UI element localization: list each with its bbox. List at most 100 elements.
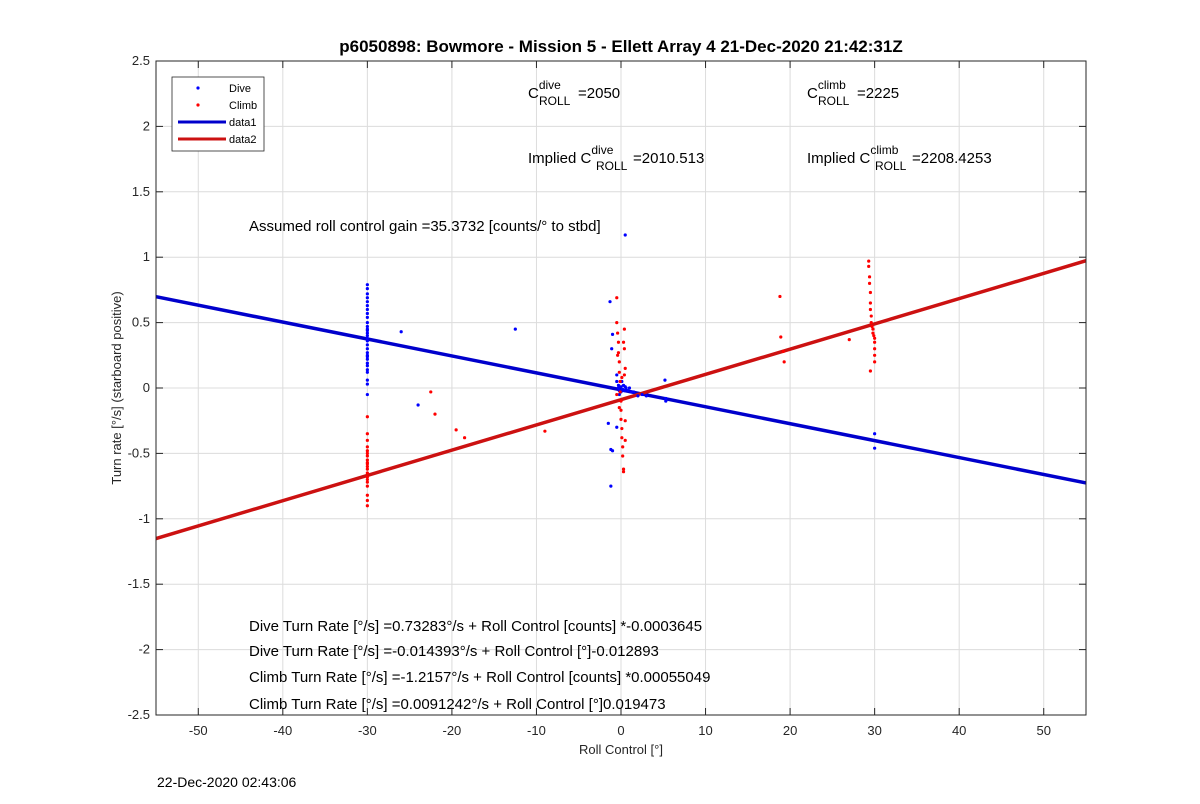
y-tick-label: 1 <box>143 249 150 264</box>
data-point-climb <box>617 360 621 364</box>
data-point-climb <box>871 327 875 331</box>
data-point-climb <box>873 353 877 357</box>
data-point-climb <box>623 419 627 423</box>
data-point-climb <box>365 471 369 475</box>
annotation-c-climb: Cclimb ROLL =2225 <box>807 78 899 108</box>
data-point-dive <box>606 421 610 425</box>
legend-label-climb: Climb <box>229 100 257 112</box>
data-point-climb <box>869 321 873 325</box>
annotation-c-dive: Cdive ROLL =2050 <box>528 78 620 108</box>
data-point-climb <box>365 484 369 488</box>
data-point-dive <box>615 425 619 429</box>
data-point-climb <box>868 290 873 295</box>
x-tick-label: 30 <box>867 723 881 738</box>
data-point-climb <box>782 360 786 364</box>
y-tick-label: 2.5 <box>132 53 150 68</box>
data-point-climb <box>462 436 467 440</box>
annotation-implied-climb: Implied Cclimb ROLL =2208.4253 <box>807 143 992 173</box>
legend-marker-climb <box>196 103 200 107</box>
data-point-dive <box>608 300 612 304</box>
data-point-dive <box>873 446 877 450</box>
data-point-climb <box>365 462 369 466</box>
implied-dive-sub: ROLL <box>596 159 628 173</box>
x-tick-label: 50 <box>1036 723 1050 738</box>
data-point-dive <box>365 315 369 319</box>
data-point-climb <box>619 399 623 403</box>
legend-label-data2: data2 <box>229 134 257 146</box>
data-point-climb <box>365 493 369 497</box>
y-tick-label: 0.5 <box>132 315 150 330</box>
footer-timestamp: 22-Dec-2020 02:43:06 <box>157 774 297 790</box>
x-tick-label: -30 <box>358 723 377 738</box>
data-point-climb <box>616 353 620 357</box>
y-tick-label: -1.5 <box>128 576 150 591</box>
legend-label-data1: data1 <box>229 117 257 129</box>
x-tick-label: -10 <box>527 723 546 738</box>
data-point-dive <box>365 339 369 343</box>
data-point-dive <box>365 392 369 397</box>
data-point-climb <box>621 340 626 344</box>
data-point-dive <box>663 378 667 382</box>
data-point-dive <box>365 292 369 296</box>
data-point-climb <box>454 428 458 432</box>
data-point-dive <box>626 389 630 393</box>
data-point-dive <box>664 396 668 401</box>
data-point-dive <box>365 368 369 372</box>
data-point-climb <box>365 475 369 479</box>
x-tick-label: 10 <box>698 723 712 738</box>
y-tick-label: 0 <box>143 380 150 395</box>
data-point-dive <box>365 343 369 347</box>
y-axis-label: Turn rate [°/s] (starboard positive) <box>109 291 124 484</box>
data-point-climb <box>365 449 369 453</box>
annotation-gain: Assumed roll control gain =35.3732 [coun… <box>249 218 601 235</box>
data-point-climb <box>867 275 872 279</box>
data-point-climb <box>617 406 621 410</box>
data-point-climb <box>621 467 626 471</box>
data-point-climb <box>871 331 875 335</box>
y-tick-label: -2.5 <box>128 707 150 722</box>
data-point-dive <box>873 432 877 436</box>
c-dive-sub: ROLL <box>539 94 571 108</box>
data-point-climb <box>619 417 623 421</box>
data-point-climb <box>873 360 877 364</box>
data-point-dive <box>609 484 613 488</box>
data-point-climb <box>365 504 369 508</box>
implied-climb-value: =2208.4253 <box>912 150 992 167</box>
data-point-dive <box>365 331 369 335</box>
data-point-climb <box>365 454 369 458</box>
legend-marker-dive <box>196 86 200 90</box>
data-point-dive <box>629 390 633 394</box>
data-point-dive <box>365 353 369 357</box>
data-point-dive <box>416 403 420 407</box>
data-point-climb <box>620 426 624 431</box>
c-climb-value: =2225 <box>857 85 899 102</box>
data-point-dive <box>624 386 628 390</box>
c-climb-sup: climb <box>818 78 846 92</box>
data-point-climb <box>622 327 626 331</box>
data-point-climb <box>618 379 622 384</box>
data-point-climb <box>615 392 619 397</box>
data-point-climb <box>429 390 433 394</box>
legend-label-dive: Dive <box>229 83 251 95</box>
data-point-climb <box>621 445 625 449</box>
data-point-dive <box>365 378 369 382</box>
data-point-dive <box>644 394 648 398</box>
data-point-dive <box>365 307 369 312</box>
data-point-climb <box>870 324 874 329</box>
data-point-dive <box>365 357 369 361</box>
data-point-climb <box>781 349 785 353</box>
ticks <box>156 60 1086 716</box>
tick-labels: -50 -40 -30 -20 -10 0 10 20 30 40 50 2.5 2 1.5 1 0.5 0 -0… <box>128 53 1051 738</box>
x-tick-label: 40 <box>952 723 966 738</box>
x-tick-label: -40 <box>273 723 292 738</box>
data-point-climb <box>365 464 369 469</box>
equation-dive-degrees: Dive Turn Rate [°/s] =-0.014393°/s + Rol… <box>249 643 659 660</box>
data-point-climb <box>620 375 624 380</box>
data-point-dive <box>610 332 615 336</box>
data-point-climb <box>873 340 877 344</box>
data-point-climb <box>867 259 871 263</box>
data-point-climb <box>869 314 873 318</box>
y-tick-label: 2 <box>143 118 150 133</box>
implied-dive-prefix: Implied C <box>528 150 592 167</box>
data-point-climb <box>619 408 623 412</box>
